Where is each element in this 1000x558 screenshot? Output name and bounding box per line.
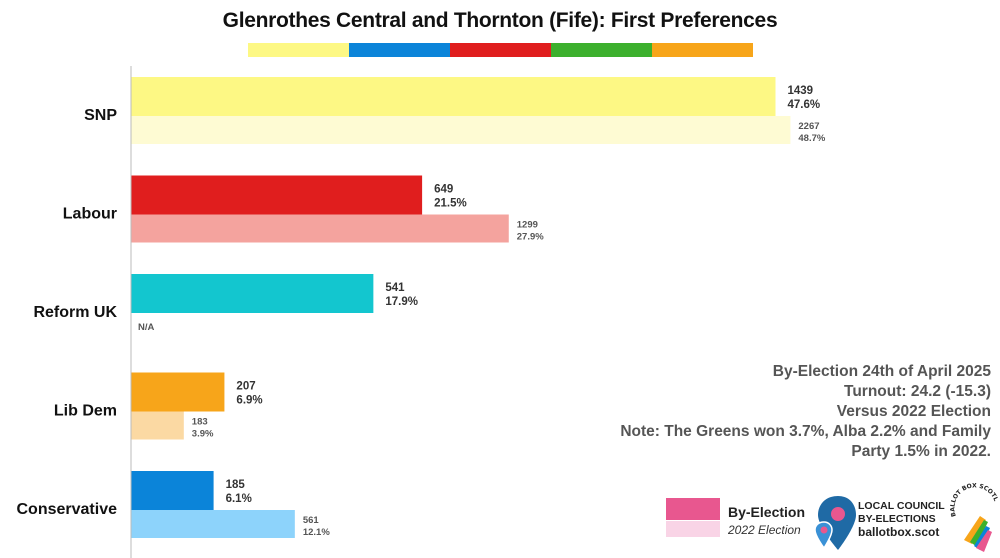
- note-greens: Note: The Greens won 3.7%, Alba 2.2% and…: [620, 423, 991, 440]
- category-label: Conservative: [17, 501, 118, 518]
- data-label-2022-pct: 27.9%: [517, 232, 544, 243]
- data-label-by-election-pct: 6.1%: [226, 493, 252, 505]
- note-turnout: Turnout: 24.2 (-15.3): [844, 383, 991, 400]
- data-label-by-election-votes: 541: [385, 282, 405, 294]
- category-label: Lib Dem: [54, 403, 117, 420]
- category-label: Reform UK: [33, 304, 117, 321]
- bar-2022-election: [131, 510, 295, 538]
- brand-block: LOCAL COUNCIL BY-ELECTIONS ballotbox.sco…: [858, 500, 945, 539]
- header-stripe-segment: [349, 43, 450, 57]
- brand-line-2: BY-ELECTIONS: [858, 513, 936, 525]
- header-stripe-segment: [450, 43, 551, 57]
- legend-swatch-2022-election: [666, 521, 720, 537]
- election-notes: By-Election 24th of April 2025 Turnout: …: [620, 362, 991, 462]
- category-label: Labour: [63, 206, 117, 223]
- svg-text:BALLOT BOX SCOTLAND: BALLOT BOX SCOTLAND: [950, 460, 998, 518]
- data-label-by-election-pct: 47.6%: [788, 99, 821, 111]
- data-label-by-election-votes: 649: [434, 184, 453, 196]
- bar-2022-election: [131, 411, 184, 440]
- data-label-2022-votes: 2267: [798, 121, 819, 132]
- data-label-by-election-pct: 17.9%: [385, 296, 418, 308]
- data-label-2022-votes: 183: [192, 417, 208, 428]
- data-label-by-election-votes: 185: [226, 479, 246, 491]
- data-label-2022-pct: 3.9%: [192, 429, 214, 440]
- data-label-2022-not-applicable: N/A: [138, 322, 155, 333]
- legend-label-by-election: By-Election: [728, 504, 806, 520]
- bar-2022-election: [131, 116, 791, 144]
- data-label-by-election-votes: 1439: [788, 85, 814, 97]
- bar-by-election: [131, 175, 423, 215]
- bar-by-election: [131, 471, 214, 510]
- data-label-2022-pct: 12.1%: [303, 527, 330, 538]
- legend-swatch-by-election: [666, 498, 720, 520]
- data-label-by-election-votes: 207: [236, 381, 255, 393]
- note-family-party: Party 1.5% in 2022.: [851, 443, 991, 460]
- header-stripe-segment: [551, 43, 652, 57]
- brand-line-1: LOCAL COUNCIL: [858, 500, 945, 512]
- note-date: By-Election 24th of April 2025: [772, 363, 991, 380]
- bar-2022-election: [131, 214, 509, 243]
- data-label-2022-pct: 48.7%: [798, 133, 825, 144]
- bar-by-election: [131, 274, 374, 313]
- header-stripe-segment: [652, 43, 753, 57]
- data-label-by-election-pct: 6.9%: [236, 395, 262, 407]
- chart-title: Glenrothes Central and Thornton (Fife): …: [222, 9, 778, 32]
- header-stripe-segment: [248, 43, 349, 57]
- brand-url: ballotbox.scot: [858, 525, 940, 539]
- ballot-box-scotland-seal-icon: BALLOT BOX SCOTLAND: [950, 460, 998, 552]
- legend-label-2022-election: 2022 Election: [728, 523, 801, 537]
- bar-by-election: [131, 77, 776, 116]
- note-comparison: Versus 2022 Election: [836, 403, 991, 420]
- data-label-by-election-pct: 21.5%: [434, 198, 467, 210]
- data-label-2022-votes: 1299: [517, 220, 538, 231]
- map-pin-logo-icon: [814, 496, 856, 550]
- data-label-2022-votes: 561: [303, 515, 320, 526]
- bar-by-election: [131, 372, 225, 412]
- category-label: SNP: [84, 107, 117, 124]
